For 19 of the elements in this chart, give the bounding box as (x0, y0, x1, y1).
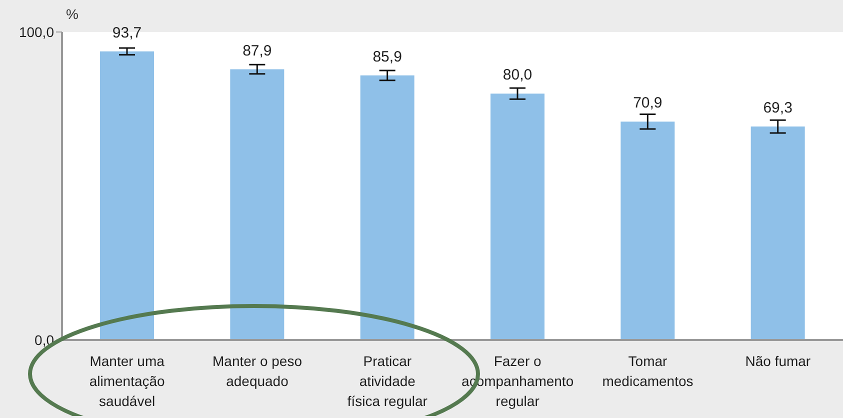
bar (750, 126, 805, 340)
data-label: 85,9 (372, 48, 402, 66)
data-label: 70,9 (633, 94, 662, 112)
data-label: 80,0 (502, 66, 532, 84)
x-tick-label: Não fumar (745, 353, 811, 369)
x-tick-label: Manter o peso adequado (212, 353, 302, 389)
bar (490, 94, 544, 340)
bar (620, 122, 675, 340)
bar (100, 51, 154, 340)
data-label: 69,3 (763, 100, 792, 117)
y-axis-title: % (66, 6, 78, 22)
data-label: 87,9 (242, 42, 272, 60)
x-tick-label: Praticar atividade física regular (347, 353, 428, 409)
bar (360, 75, 414, 340)
data-label: 93,7 (112, 24, 142, 42)
x-tick-label: Tomar medicamentos (602, 353, 694, 389)
bar (230, 69, 284, 340)
x-tick-label: Manter uma alimentação saudável (89, 353, 166, 409)
y-tick-label: 100,0 (18, 24, 54, 40)
